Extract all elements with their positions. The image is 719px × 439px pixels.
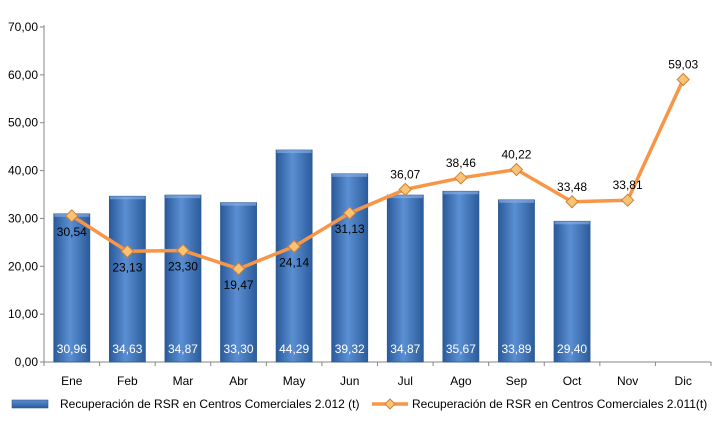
line-value-label: 23,13 xyxy=(112,260,142,274)
line-marker xyxy=(509,162,524,177)
y-tick-label: 20,00 xyxy=(8,259,38,273)
line-marker xyxy=(120,244,135,259)
legend-line-label: Recuperación de RSR en Centros Comercial… xyxy=(412,397,707,411)
bar-highlight xyxy=(387,195,423,199)
bar-highlight xyxy=(443,191,479,195)
line-path xyxy=(70,78,685,271)
line-series xyxy=(65,72,690,276)
y-tick-label: 30,00 xyxy=(8,211,38,225)
x-tick-label: Dic xyxy=(675,374,692,388)
line-value-label: 19,47 xyxy=(224,278,254,292)
bar-value-label: 39,32 xyxy=(335,342,365,356)
line-marker xyxy=(398,182,412,197)
y-tick-label: 0,00 xyxy=(15,355,39,369)
line-value-label: 59,03 xyxy=(668,57,698,71)
line-marker xyxy=(565,195,579,209)
line-value-label: 24,14 xyxy=(279,255,309,269)
line-value-label: 33,81 xyxy=(613,178,643,192)
line-marker xyxy=(676,72,690,87)
bar xyxy=(331,173,369,363)
line-marker xyxy=(65,209,79,223)
y-tick-label: 50,00 xyxy=(8,116,38,130)
axes: 0,00 10,00 20,00 30,00 40,00 50,00 60,00 70,00 E… xyxy=(8,20,712,388)
legend-bar-swatch xyxy=(11,399,49,409)
y-tick-label: 10,00 xyxy=(8,307,38,321)
x-tick-label: Sep xyxy=(506,374,528,388)
bar xyxy=(275,149,313,363)
legend: Recuperación de RSR en Centros Comercial… xyxy=(11,397,707,411)
x-tick-label: Abr xyxy=(229,374,248,388)
line-value-label: 31,13 xyxy=(335,222,365,236)
y-tick-label: 60,00 xyxy=(8,68,38,82)
y-tick-label: 70,00 xyxy=(8,20,38,34)
line-marker xyxy=(620,193,635,207)
bar xyxy=(553,220,591,363)
bar-value-label: 34,87 xyxy=(390,342,420,356)
bar-value-label: 34,63 xyxy=(112,342,142,356)
bar-value-label: 35,67 xyxy=(446,342,476,356)
bar-value-label: 33,89 xyxy=(501,342,531,356)
bar-highlight xyxy=(165,195,201,199)
line-value-label: 38,46 xyxy=(446,156,476,170)
bar-highlight xyxy=(276,150,312,154)
line-value-label: 23,30 xyxy=(168,259,198,273)
bar-highlight xyxy=(332,173,368,177)
x-tick-label: Feb xyxy=(117,374,138,388)
bar xyxy=(442,190,480,363)
bar-highlight xyxy=(109,196,145,200)
data-labels: 30,96 34,63 34,87 33,30 44,29 39,32 34,87 35,67… xyxy=(57,57,699,356)
bar-highlight xyxy=(498,199,534,203)
bar xyxy=(498,199,535,363)
line-marker xyxy=(343,206,357,220)
bar xyxy=(164,194,202,363)
line-marker xyxy=(176,243,190,258)
line-marker xyxy=(287,239,301,254)
bar-highlight xyxy=(554,221,590,225)
x-tick-label: Oct xyxy=(563,374,582,388)
legend-marker-swatch xyxy=(384,398,396,410)
line-marker xyxy=(231,262,246,276)
bar xyxy=(386,194,424,363)
bar-value-label: 44,29 xyxy=(279,342,309,356)
bar xyxy=(108,195,146,363)
line-value-label: 33,48 xyxy=(557,180,587,194)
x-tick-label: Nov xyxy=(617,374,638,388)
bar-value-label: 30,96 xyxy=(57,342,87,356)
bar-series xyxy=(53,149,591,363)
bar-highlight xyxy=(221,202,257,206)
x-tick-label: Ago xyxy=(450,374,472,388)
x-tick-label: Ene xyxy=(61,374,83,388)
bar-value-label: 33,30 xyxy=(224,342,254,356)
x-tick-label: May xyxy=(283,374,306,388)
bar-value-label: 34,87 xyxy=(168,342,198,356)
line-value-label: 40,22 xyxy=(501,148,531,162)
bar xyxy=(220,202,257,363)
legend-bar-label: Recuperación de RSR en Centros Comercial… xyxy=(60,397,359,411)
line-value-label: 30,54 xyxy=(57,225,87,239)
line-value-label: 36,07 xyxy=(390,167,420,181)
line-marker xyxy=(454,171,468,185)
x-tick-label: Jun xyxy=(340,374,359,388)
y-tick-label: 40,00 xyxy=(8,164,38,178)
bar-value-label: 29,40 xyxy=(557,342,587,356)
x-tick-label: Jul xyxy=(398,374,413,388)
x-tick-label: Mar xyxy=(173,374,194,388)
